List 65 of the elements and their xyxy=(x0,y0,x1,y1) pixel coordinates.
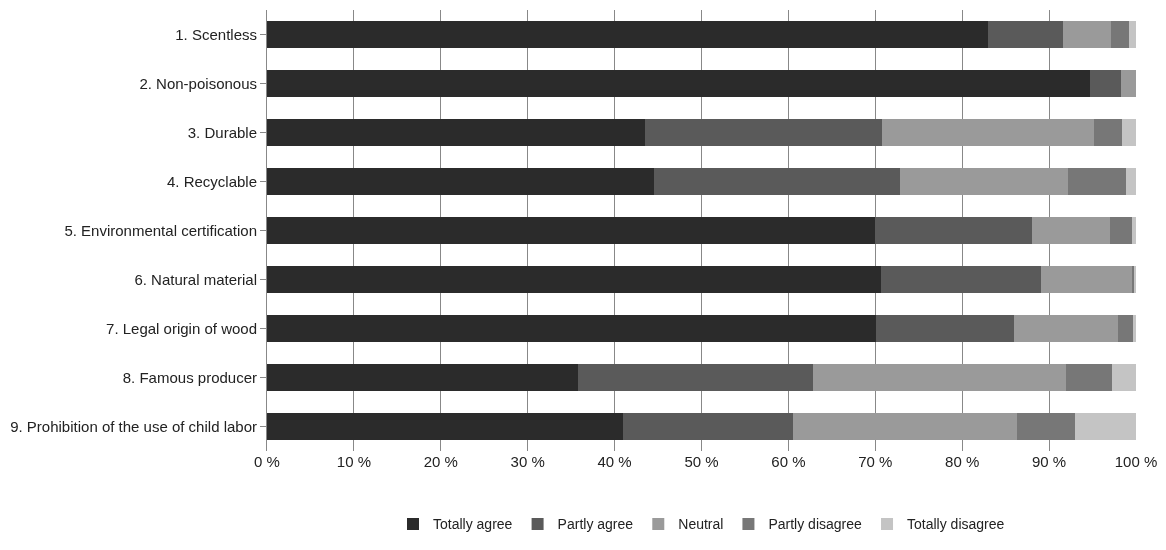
bar xyxy=(1121,70,1136,97)
bar xyxy=(267,119,646,146)
legend-label: Totally disagree xyxy=(907,516,1005,533)
bar xyxy=(1131,217,1136,244)
x-tick-label: 50 % xyxy=(684,453,719,470)
bar xyxy=(899,168,1069,195)
legend-label: Partly disagree xyxy=(768,516,863,533)
bar xyxy=(1125,168,1136,195)
y-tick-label: 5. Environmental certification xyxy=(64,221,257,239)
x-tick-label: 80 % xyxy=(945,453,980,470)
bar xyxy=(1094,119,1123,146)
bar xyxy=(1063,21,1111,48)
bar xyxy=(267,413,624,440)
bar xyxy=(267,70,1090,97)
bar xyxy=(1016,413,1076,440)
bar xyxy=(1117,315,1133,342)
bar xyxy=(267,364,579,391)
bar xyxy=(1014,315,1118,342)
bar xyxy=(578,364,813,391)
bar xyxy=(653,168,900,195)
bar xyxy=(1129,21,1136,48)
bar xyxy=(876,315,1015,342)
bar xyxy=(267,168,654,195)
y-tick-label: 2. Non-poisonous xyxy=(139,74,257,92)
bar xyxy=(882,119,1095,146)
y-tick-label: 9. Prohibition of the use of child labor xyxy=(10,417,257,435)
x-tick-label: 60 % xyxy=(771,453,806,470)
x-tick-label: 90 % xyxy=(1032,453,1067,470)
bar xyxy=(267,21,989,48)
x-tick-label: 0 % xyxy=(254,453,280,470)
x-tick-label: 70 % xyxy=(858,453,893,470)
bar xyxy=(881,266,1042,293)
x-tick-label: 20 % xyxy=(423,453,458,470)
y-tick-label: 8. Famous producer xyxy=(122,368,257,386)
bar xyxy=(792,413,1017,440)
y-tick-label: 4. Recyclable xyxy=(166,172,257,190)
x-tick-label: 30 % xyxy=(510,453,545,470)
bar xyxy=(1031,217,1110,244)
x-tick-label: 100 % xyxy=(1114,453,1158,470)
bar xyxy=(267,315,877,342)
bar xyxy=(267,266,882,293)
y-tick-label: 6. Natural material xyxy=(134,270,257,288)
x-tick-label: 40 % xyxy=(597,453,632,470)
bar xyxy=(812,364,1067,391)
legend-label: Partly agree xyxy=(557,516,634,533)
bar xyxy=(1041,266,1132,293)
x-tick-label: 10 % xyxy=(336,453,371,470)
y-tick-label: 3. Durable xyxy=(187,123,257,141)
bar xyxy=(645,119,883,146)
bar xyxy=(1089,70,1122,97)
legend-label: Neutral xyxy=(678,516,724,533)
bar xyxy=(623,413,793,440)
y-tick-label: 1. Scentless xyxy=(175,25,257,43)
bar xyxy=(1122,119,1136,146)
bar xyxy=(267,217,876,244)
bar xyxy=(1075,413,1136,440)
bar xyxy=(1111,364,1136,391)
legend-label: Totally agree xyxy=(433,516,513,533)
bar xyxy=(875,217,1032,244)
bar xyxy=(1068,168,1126,195)
bar xyxy=(1109,217,1132,244)
bar xyxy=(1110,21,1130,48)
bar xyxy=(988,21,1063,48)
bar xyxy=(1066,364,1112,391)
y-tick-label: 7. Legal origin of wood xyxy=(106,319,257,337)
